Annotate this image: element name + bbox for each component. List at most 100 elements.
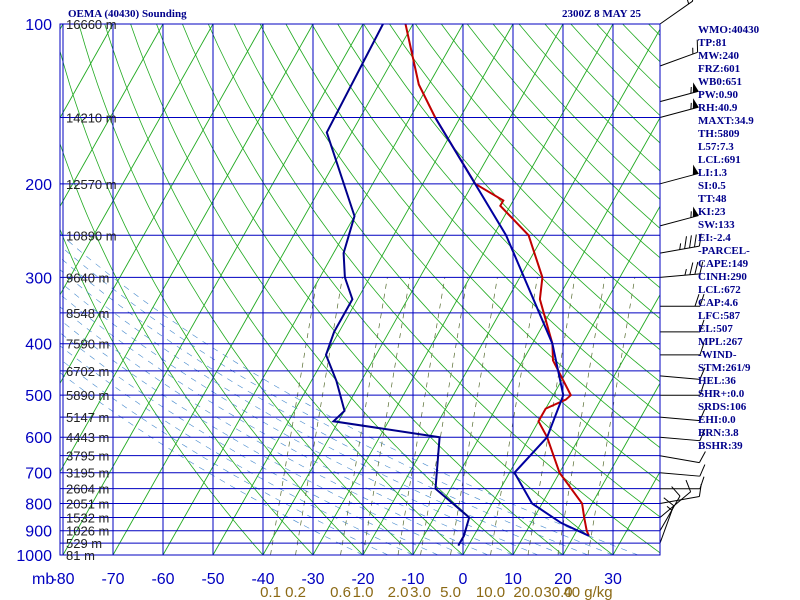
pressure-tick-label: 700 <box>25 466 52 483</box>
wind-barb <box>659 451 706 464</box>
indices-panel: WMO:40430 TP:81 MW:240 FRZ:601 WB0:651 PW:0.9… <box>698 24 800 453</box>
dry-adiabat <box>156 24 564 555</box>
mixing-ratio-label: 20.0 <box>513 584 542 600</box>
wind-barb <box>660 342 705 356</box>
height-label: 1532 m <box>66 511 109 526</box>
mixing-ratio-line <box>270 277 318 555</box>
index-item: EL:507 <box>698 323 733 335</box>
pressure-tick-label: 400 <box>25 337 52 354</box>
temperature-tick-label: 30 <box>604 571 622 588</box>
wind-barb <box>659 483 702 504</box>
mixing-ratio-line <box>420 277 468 555</box>
index-item: TP:81 <box>698 37 727 49</box>
mixing-ratio-line <box>557 277 606 555</box>
mixing-ratio-label: 3.0 <box>410 584 431 600</box>
index-item: LI:1.3 <box>698 167 728 179</box>
temperature-tick-label: -60 <box>151 571 174 588</box>
index-item: SW:133 <box>698 219 735 231</box>
index-item: CINH:290 <box>698 271 747 283</box>
pressure-tick-label: 200 <box>25 177 52 194</box>
index-item: WB0:651 <box>698 76 742 88</box>
index-item: TT:48 <box>698 193 727 205</box>
temperature-tick-label: -50 <box>201 571 224 588</box>
wind-barb <box>659 428 706 442</box>
mixing-ratio-label: 5.0 <box>440 584 461 600</box>
wind-barb <box>659 497 675 544</box>
height-label: 9640 m <box>66 270 109 285</box>
temperature-tick-label: -40 <box>251 571 274 588</box>
mixing-ratio-line <box>527 277 576 555</box>
height-label: 10890 m <box>66 228 117 243</box>
index-item: L57:7.3 <box>698 141 734 153</box>
wind-barb <box>659 367 706 380</box>
mixing-ratio-line <box>295 277 343 555</box>
height-label: 12570 m <box>66 177 117 192</box>
height-label: 3195 m <box>66 466 109 481</box>
index-item: LCL:691 <box>698 154 741 166</box>
pressure-tick-label: 1000 <box>16 548 52 565</box>
index-item: SRDS:106 <box>698 401 747 413</box>
pressure-tick-label: 900 <box>25 524 52 541</box>
mixing-ratio-line <box>587 277 636 555</box>
moist-adiabat <box>60 345 414 555</box>
sounding-time: 2300Z 8 MAY 25 <box>562 8 641 20</box>
index-item: CAP:4.6 <box>698 297 739 309</box>
mixing-ratio-line <box>490 277 538 555</box>
index-item: EHI:0.0 <box>698 414 736 426</box>
mixing-ratio-label: 30.0 <box>543 584 572 600</box>
wind-barb <box>659 261 704 278</box>
height-label: 14210 m <box>66 111 117 126</box>
mixing-ratio-label: 40 g/kg <box>563 584 612 600</box>
temperature-tick-label: -30 <box>301 571 324 588</box>
mixing-ratio-line <box>397 277 446 555</box>
parcel-line <box>434 116 590 537</box>
index-item: FRZ:601 <box>698 63 741 75</box>
wind-barb <box>659 82 699 103</box>
pressure-tick-label: 500 <box>25 388 52 405</box>
plot-frame <box>59 23 661 556</box>
wind-barb <box>659 0 694 25</box>
wind-barb <box>659 233 702 254</box>
mixing-ratio-line <box>340 277 388 555</box>
wind-barb <box>659 164 699 185</box>
height-label: 5147 m <box>66 410 109 425</box>
temperature-tick-label: -70 <box>101 571 124 588</box>
wind-barb <box>659 464 706 477</box>
wind-barb <box>659 98 699 118</box>
pressure-tick-label: 100 <box>25 17 52 34</box>
height-label: 2051 m <box>66 497 109 512</box>
moist-adiabat <box>60 372 364 555</box>
wind-barb <box>659 408 706 422</box>
pressure-tick-label: 800 <box>25 497 52 514</box>
height-label: 2604 m <box>66 482 109 497</box>
temperature-tick-label: 10 <box>504 571 522 588</box>
index-item: LFC:587 <box>698 310 741 322</box>
temperature-tick-label: 0 <box>459 571 468 588</box>
wind-barb <box>660 383 705 396</box>
mixing-ratio-label: 2.0 <box>388 584 409 600</box>
isotherm <box>0 24 13 555</box>
index-item: HEL:36 <box>698 375 736 387</box>
moist-adiabat <box>60 358 389 555</box>
height-label: 81 m <box>66 548 95 563</box>
wind-barb <box>660 319 705 333</box>
height-label: 7590 m <box>66 337 109 352</box>
mixing-ratio-line <box>362 277 411 555</box>
index-item: STM:261/9 <box>698 362 751 374</box>
index-item: SI:0.5 <box>698 180 726 192</box>
height-label: 1026 m <box>66 524 109 539</box>
height-label: 16660 m <box>66 17 117 32</box>
index-item: LCL:672 <box>698 284 741 296</box>
mixing-ratio-label: 0.6 <box>330 584 351 600</box>
wind-barb <box>660 294 705 307</box>
pressure-tick-label: 600 <box>25 430 52 447</box>
pressure-unit-label: mb <box>32 571 54 588</box>
index-item: MW:240 <box>698 50 739 62</box>
temperature-tick-label: -80 <box>51 571 74 588</box>
index-item: EI:-2.4 <box>698 232 731 244</box>
wind-barb <box>659 206 699 227</box>
index-item: KI:23 <box>698 206 726 218</box>
height-label: 4443 m <box>66 430 109 445</box>
index-item: MPL:267 <box>698 336 743 348</box>
index-item: WMO:40430 <box>698 24 760 36</box>
